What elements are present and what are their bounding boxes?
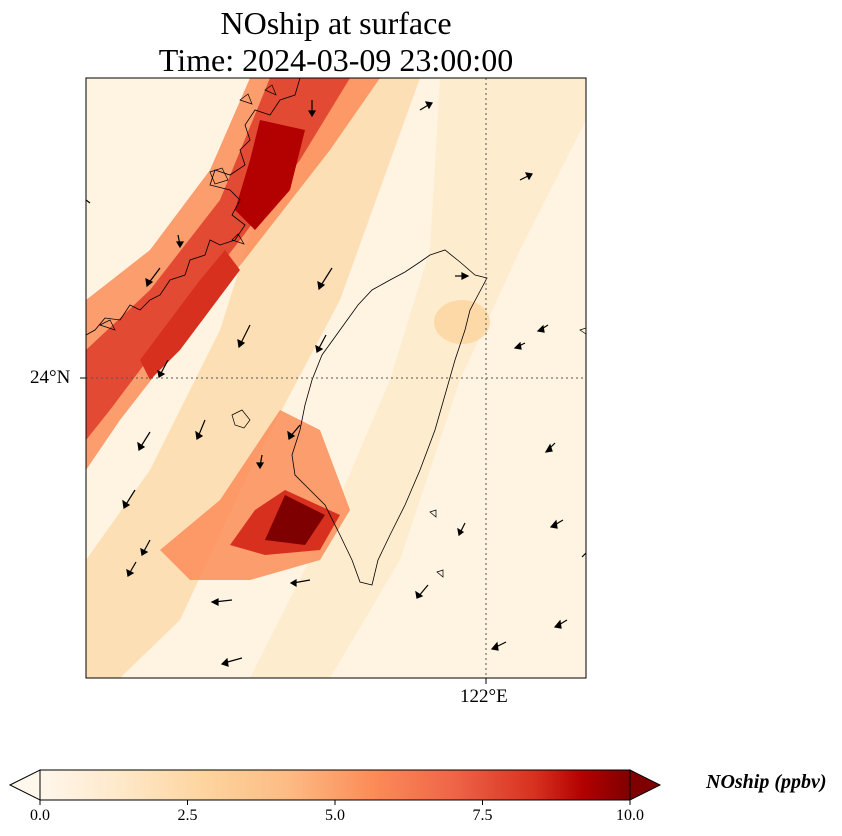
colorbar-tick-label: 5.0: [325, 807, 345, 824]
wind-arrows: [86, 100, 586, 667]
colorbar-tick-label: 7.5: [472, 807, 493, 824]
shipping-plume-peak-2: [140, 250, 240, 380]
lat-tick-label: 24°N: [30, 367, 71, 388]
map-panel: [80, 77, 587, 684]
penghu-islands: [231, 409, 251, 429]
small-islands: [429, 327, 586, 578]
taiwan-outline: [291, 249, 488, 586]
colorbar-label: NOship (ppbv): [706, 771, 827, 793]
shipping-plume-peak: [235, 120, 305, 230]
lon-tick-label: 122°E: [460, 686, 508, 707]
colorbar-tick-label: 2.5: [177, 807, 198, 824]
colorbar: [8, 769, 662, 805]
china-coastline: [86, 78, 301, 336]
ne-taiwan-spot: [434, 300, 490, 344]
colorbar-ticks: [39, 800, 631, 805]
map-title-line1: NOship at surface: [220, 5, 452, 41]
colorbar-tick-label: 0.0: [30, 807, 50, 824]
colorbar-gradient: [39, 769, 631, 801]
map-title-line2: Time: 2024-03-09 23:00:00: [158, 42, 514, 78]
southern-plume-peak: [265, 495, 325, 545]
colorbar-extend-high: [629, 769, 662, 801]
colorbar-extend-low: [8, 769, 41, 801]
colorbar-tick-label: 10.0: [616, 807, 644, 824]
china-islands: [99, 84, 277, 331]
